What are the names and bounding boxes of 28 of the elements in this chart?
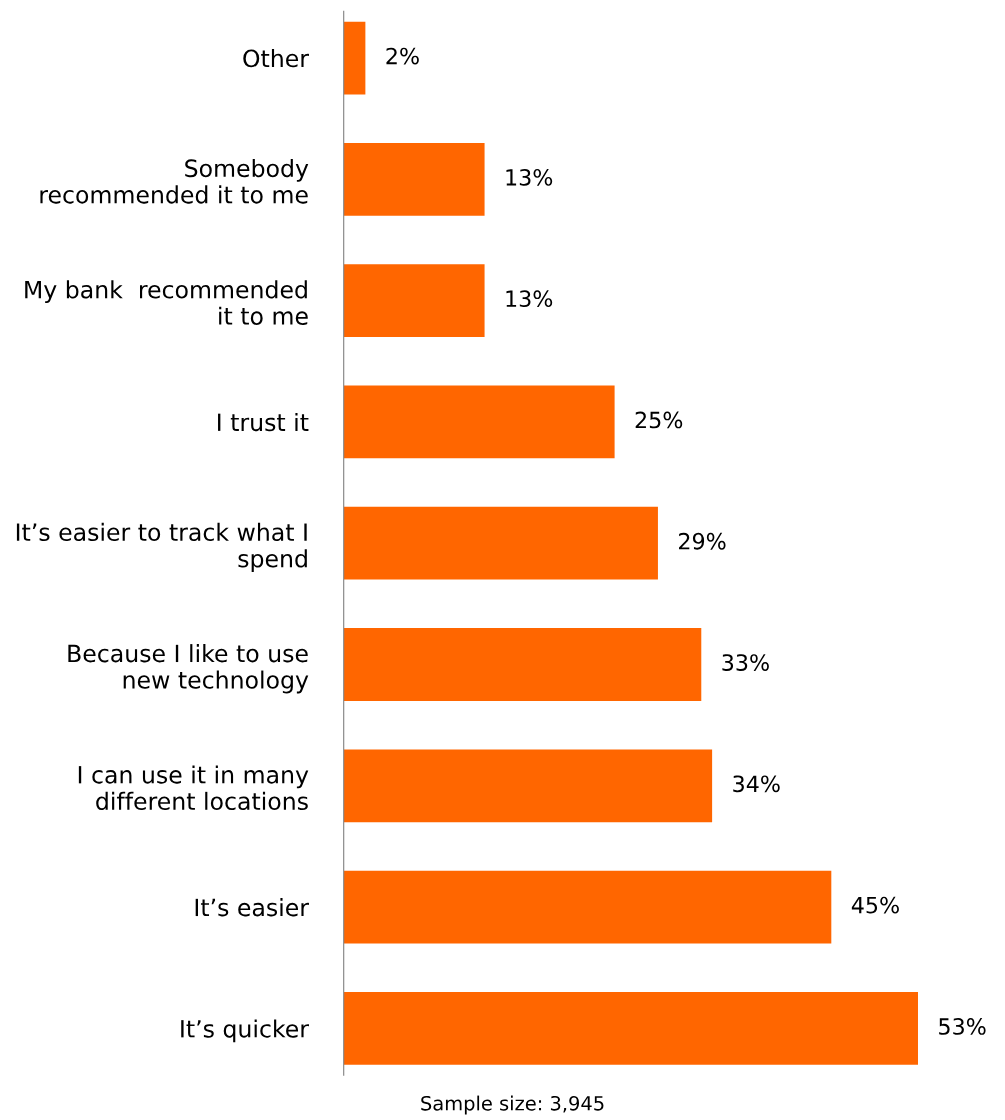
y-tick-label: It’s easier to track what I spend	[16, 522, 307, 573]
y-tick-label: Other	[243, 49, 309, 68]
y-tick-label: Somebody recommended it to me	[40, 158, 309, 204]
data-label: 25%	[635, 411, 683, 429]
bar	[343, 749, 713, 823]
y-tick-label: It’s quicker	[181, 1019, 309, 1043]
y-tick-label: It’s easier	[195, 898, 309, 917]
bar	[343, 385, 615, 459]
data-label: 13%	[506, 168, 553, 186]
data-label: 34%	[733, 775, 780, 793]
data-label: 2%	[386, 47, 419, 65]
bar	[343, 870, 832, 944]
bar	[343, 628, 702, 701]
y-tick-label: My bank recommended it to me	[25, 280, 308, 325]
y-tick-label: Because I like to use new technology	[68, 644, 309, 694]
data-label: 53%	[939, 1018, 986, 1035]
bar	[343, 142, 485, 216]
y-tick-label: I trust it	[218, 412, 309, 432]
bar	[343, 264, 485, 337]
data-label: 13%	[506, 290, 553, 308]
bar	[343, 991, 918, 1065]
text: Sample size: 3,945	[421, 1095, 604, 1115]
data-label: 45%	[851, 896, 899, 914]
data-label: 29%	[679, 532, 726, 550]
y-tick-label: I can use it in many different locations	[78, 765, 309, 811]
bar	[343, 21, 366, 95]
bar	[343, 506, 658, 580]
data-label: 33%	[722, 654, 769, 671]
